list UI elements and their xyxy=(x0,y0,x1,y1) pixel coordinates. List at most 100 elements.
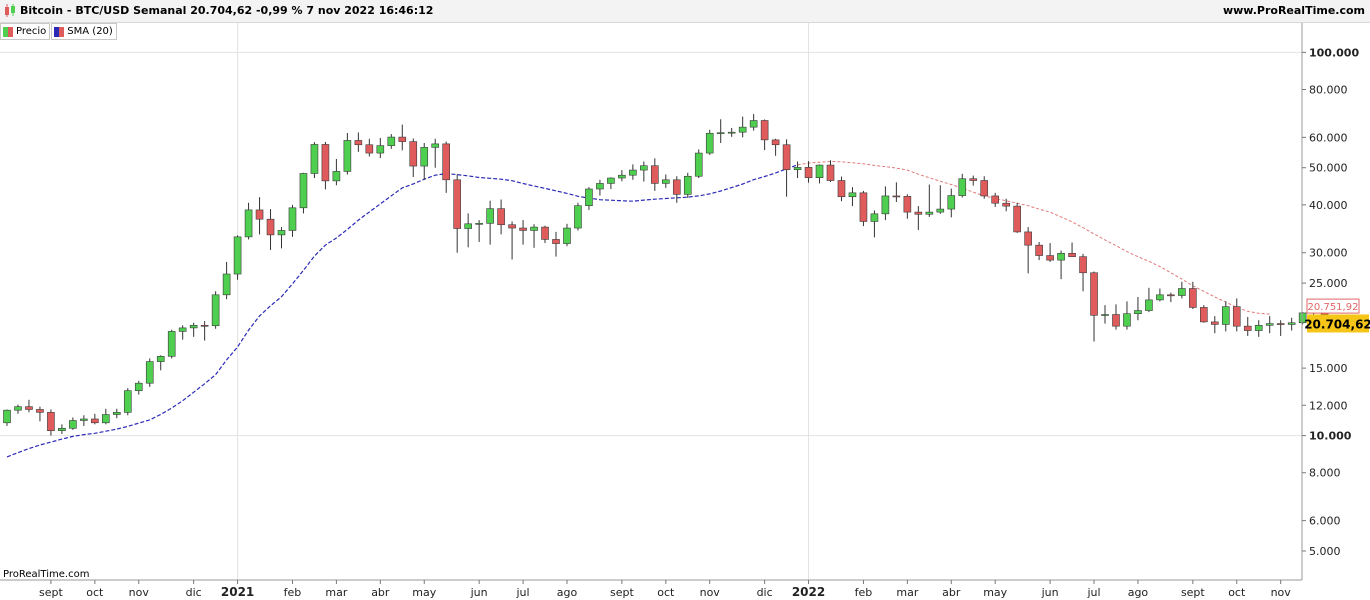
candle xyxy=(233,235,242,280)
candle xyxy=(36,406,44,422)
candle-body xyxy=(1276,323,1285,325)
chart-title: Bitcoin - BTC/USD Semanal 20.704,62 -0,9… xyxy=(20,4,434,17)
candle-body xyxy=(1145,299,1153,311)
legend-item-price[interactable]: Precio xyxy=(0,23,51,40)
candle-body xyxy=(36,409,44,413)
candle-body xyxy=(409,141,418,167)
candle xyxy=(607,177,615,189)
candle xyxy=(211,291,220,329)
plot-area[interactable] xyxy=(0,22,1302,580)
candle-body xyxy=(475,223,483,225)
candle xyxy=(222,261,231,300)
candle-body xyxy=(376,145,385,154)
candle xyxy=(343,132,352,175)
candle-body xyxy=(870,213,879,222)
candle-body xyxy=(859,192,868,222)
candle xyxy=(629,164,637,180)
candle xyxy=(1167,292,1175,303)
price-swatch-icon xyxy=(3,26,13,37)
x-tick-label: mar xyxy=(325,586,347,599)
candle-body xyxy=(738,126,747,133)
candle xyxy=(189,322,198,337)
candle-body xyxy=(782,144,791,171)
candle xyxy=(969,175,978,186)
y-tick-label: 15.000 xyxy=(1309,362,1348,375)
candle xyxy=(376,137,385,159)
candle-body xyxy=(1035,244,1043,256)
candle-body xyxy=(398,136,407,142)
site-link[interactable]: www.ProRealTime.com xyxy=(1222,4,1365,17)
x-tick-label: nov xyxy=(129,586,150,599)
candle xyxy=(508,221,516,260)
y-tick-label: 5.000 xyxy=(1309,545,1341,558)
x-tick-label: dic xyxy=(757,586,773,599)
sma-swatch-icon xyxy=(54,26,65,37)
candle-body xyxy=(804,167,813,178)
candle xyxy=(134,380,143,395)
candle-body xyxy=(486,208,494,224)
candle-body xyxy=(1123,313,1131,327)
price-axis[interactable]: 100.000 80.000 60.000 50.000 40.000 30.000 25.… xyxy=(1302,46,1359,558)
candle-body xyxy=(156,356,165,362)
candle-body xyxy=(80,418,88,421)
candle-body xyxy=(321,144,330,182)
candle xyxy=(574,202,582,231)
legend-label-sma: SMA (20) xyxy=(67,26,113,37)
candle xyxy=(113,408,121,419)
candle xyxy=(749,114,758,131)
candle xyxy=(1079,253,1087,292)
candle xyxy=(277,227,286,249)
candle xyxy=(585,187,593,210)
x-tick-label: jul xyxy=(516,586,530,599)
candle xyxy=(178,325,187,340)
candle xyxy=(387,134,396,149)
last-price-tag-label: 20.704,62 xyxy=(1304,317,1370,331)
candle-body xyxy=(541,226,549,240)
candle xyxy=(486,200,494,245)
candle-body xyxy=(1298,312,1307,324)
candle-body xyxy=(299,173,308,209)
candles xyxy=(3,114,1329,436)
candle xyxy=(497,199,505,235)
x-tick-label: feb xyxy=(284,586,302,599)
candle-body xyxy=(661,179,670,184)
candle-body xyxy=(1243,325,1252,331)
candle-body xyxy=(200,325,209,327)
candle xyxy=(1298,312,1307,325)
candle-body xyxy=(134,382,143,391)
candle-body xyxy=(1211,321,1219,325)
candle xyxy=(837,176,846,202)
candle-body xyxy=(903,196,912,213)
candle xyxy=(661,174,670,188)
time-axis[interactable]: sept oct nov dic 2021 feb mar abr may jun jul ago se… xyxy=(39,580,1291,599)
candle xyxy=(859,190,868,227)
candle xyxy=(804,161,813,183)
candle-body xyxy=(607,177,615,184)
candle-body xyxy=(178,327,187,332)
candle xyxy=(1068,242,1076,257)
candle-body xyxy=(947,195,956,210)
candle-body xyxy=(1265,323,1274,326)
candle-body xyxy=(420,147,429,167)
x-tick-label: nov xyxy=(700,586,721,599)
candle xyxy=(651,158,659,191)
candle xyxy=(255,197,264,235)
candle-body xyxy=(1254,325,1263,331)
candle xyxy=(793,161,802,179)
candle xyxy=(1134,296,1142,321)
legend-item-sma[interactable]: SMA (20) xyxy=(51,23,117,40)
candle xyxy=(409,138,418,177)
candle xyxy=(200,321,209,341)
candle xyxy=(1178,281,1186,299)
candle-body xyxy=(332,171,341,182)
candle xyxy=(672,176,681,203)
x-tick-label: oct xyxy=(86,586,104,599)
candle-body xyxy=(892,195,901,198)
candle xyxy=(1057,250,1065,280)
candle-body xyxy=(793,167,802,171)
title-bar: Bitcoin - BTC/USD Semanal 20.704,62 -0,9… xyxy=(0,0,1370,23)
candle-body xyxy=(1112,314,1120,327)
candle-body xyxy=(705,132,714,154)
candle xyxy=(1254,320,1263,337)
